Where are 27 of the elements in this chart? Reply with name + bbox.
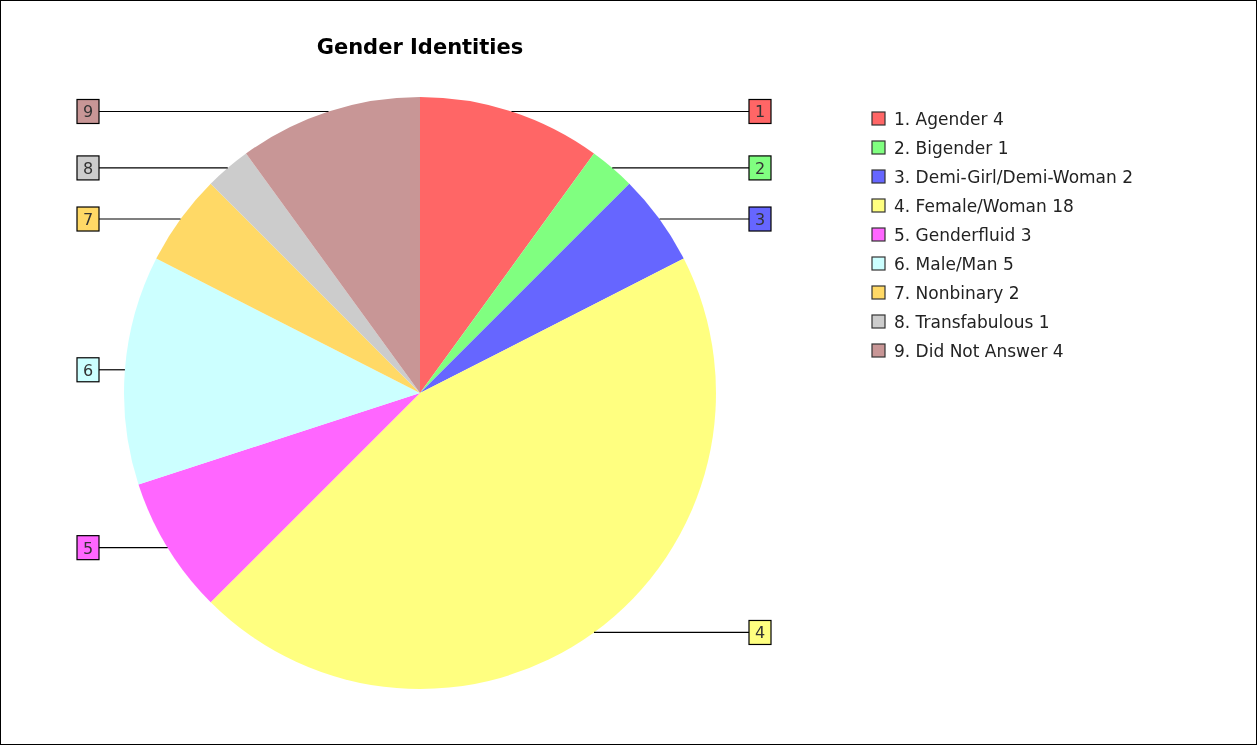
legend-label: 2. Bigender 1	[894, 138, 1009, 158]
chart-title: Gender Identities	[316, 35, 524, 59]
text: 9	[82, 102, 94, 122]
legend-label: 7. Nonbinary 2	[894, 283, 1020, 303]
text: 1	[754, 102, 766, 122]
legend-label: 8. Transfabulous 1	[894, 312, 1050, 332]
text: 4	[754, 623, 766, 643]
pie-slice	[246, 97, 420, 393]
text: 7	[82, 210, 94, 230]
pie-slice	[210, 258, 716, 689]
text: 5	[82, 538, 94, 558]
legend-label: 9. Did Not Answer 4	[894, 341, 1064, 361]
legend-label: 5. Genderfluid 3	[894, 225, 1032, 245]
text: 2	[754, 158, 766, 178]
pie-slice	[420, 183, 684, 393]
legend-label: 1. Agender 4	[894, 109, 1004, 129]
legend-label: 6. Male/Man 5	[894, 254, 1014, 274]
text: 3	[754, 210, 766, 230]
text: 8	[82, 158, 94, 178]
pie-slice	[156, 183, 420, 393]
pie-slice	[124, 258, 420, 485]
pie-slice	[138, 393, 420, 603]
legend-label: 3. Demi-Girl/Demi-Woman 2	[894, 167, 1134, 187]
pie-slice	[420, 97, 594, 393]
pie-slice	[420, 153, 630, 393]
legend-label: 4. Female/Woman 18	[894, 196, 1074, 216]
text: 6	[82, 360, 94, 380]
